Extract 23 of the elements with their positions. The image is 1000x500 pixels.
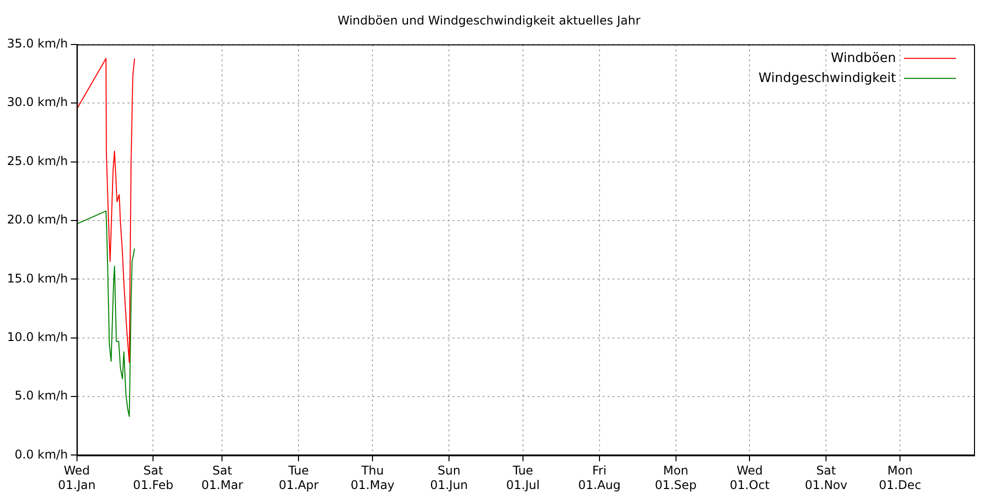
y-tick-label: 10.0 km/h [6,330,68,344]
x-tick-label: Tue 01.Apr [278,464,319,492]
x-tick-label: Wed 01.Jan [58,464,96,492]
x-tick-label: Sat 01.Feb [133,464,174,492]
x-tick-label: Thu 01.May [350,464,395,492]
legend-label: Windböen [830,50,896,66]
y-tick-label: 20.0 km/h [6,212,68,227]
y-tick-label: 15.0 km/h [6,271,68,286]
legend-label: Windgeschwindigkeit [758,70,896,86]
x-tick-label: Sun 01.Jun [430,464,468,492]
chart-title: Windböen und Windgeschwindigkeit aktuelles Jahr [338,13,640,28]
y-tick-label: 35.0 km/h [6,36,68,51]
x-tick-label: Wed 01.Oct [730,464,770,492]
y-tick-label: 30.0 km/h [6,95,68,110]
y-tick-label: 0.0 km/h [14,447,68,462]
x-tick-label: Fri 01.Aug [578,464,621,492]
y-tick-label: 25.0 km/h [6,154,68,168]
x-tick-label: Mon 01.Dec [878,464,922,492]
x-tick-label: Sat 01.Nov [804,464,848,492]
x-tick-label: Mon 01.Sep [654,464,697,492]
y-tick-label: 5.0 km/h [14,388,68,403]
x-tick-label: Tue 01.Jul [506,464,540,492]
x-tick-label: Sat 01.Mar [201,464,244,492]
